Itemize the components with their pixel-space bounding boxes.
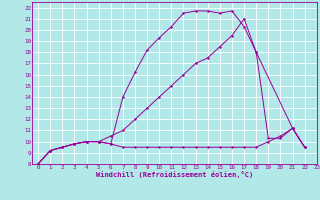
X-axis label: Windchill (Refroidissement éolien,°C): Windchill (Refroidissement éolien,°C): [96, 171, 253, 178]
